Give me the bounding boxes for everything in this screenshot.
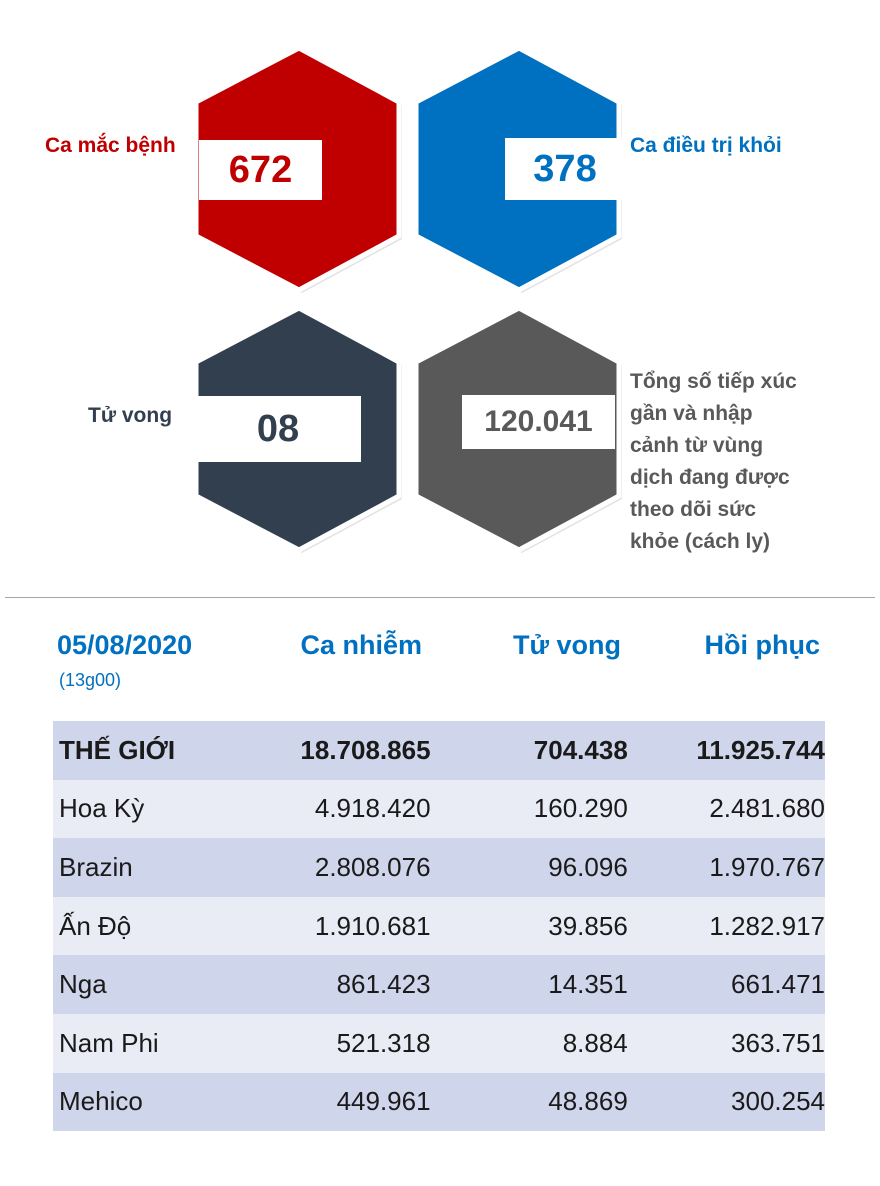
monitored-label-line: khỏe (cách ly)	[630, 530, 771, 553]
table-row: Mehico 449.961 48.869 300.254	[53, 1072, 826, 1132]
recovered-hexagon: 378	[406, 40, 636, 300]
row-recovered: 2.481.680	[709, 793, 826, 824]
recovered-label: Ca điều trị khỏi	[630, 134, 782, 157]
section-divider	[5, 597, 875, 598]
covid-stats-table: THẾ GIỚI 18.708.865 704.438 11.925.744 H…	[53, 721, 826, 1132]
table-row: Nga 861.423 14.351 661.471	[53, 955, 825, 1014]
row-deaths: 48.869	[548, 1086, 628, 1117]
deaths-value: 08	[256, 407, 300, 450]
row-recovered: 1.970.767	[709, 851, 826, 882]
deaths-hexagon: 08	[186, 300, 416, 560]
monitored-label-line: cảnh từ vùng	[630, 434, 764, 457]
monitored-label-line: dịch đang được	[630, 466, 790, 489]
row-deaths: 39.856	[548, 910, 628, 941]
table-row: Ấn Độ 1.910.681 39.856 1.282.917	[53, 896, 826, 956]
row-cases: 521.318	[336, 1027, 431, 1058]
table-row: Nam Phi 521.318 8.884 363.751	[53, 1013, 826, 1073]
header-deaths: Tử vong	[512, 630, 621, 660]
row-country: Nga	[59, 969, 107, 1000]
cases-value-box: 672	[199, 140, 322, 200]
row-recovered: 11.925.744	[696, 734, 826, 765]
monitored-label-line: gần và nhập	[630, 402, 753, 425]
recovered-value-box: 378	[505, 138, 625, 200]
table-time: (13g00)	[59, 670, 122, 690]
header-cases: Ca nhiễm	[300, 630, 422, 660]
row-cases: 2.808.076	[314, 851, 431, 882]
monitored-label-line: theo dõi sức	[630, 498, 757, 521]
cases-value: 672	[228, 148, 293, 191]
monitored-label-line: Tổng số tiếp xúc	[630, 370, 797, 393]
row-country: Ấn Độ	[59, 910, 132, 941]
row-country: THẾ GIỚI	[59, 734, 176, 765]
deaths-value-box: 08	[195, 396, 361, 462]
row-cases: 4.918.420	[314, 793, 431, 824]
deaths-label: Tử vong	[88, 404, 173, 427]
row-cases: 449.961	[336, 1086, 431, 1117]
row-country: Mehico	[59, 1086, 143, 1117]
row-deaths: 704.438	[533, 734, 628, 765]
row-deaths: 8.884	[562, 1027, 628, 1058]
row-cases: 1.910.681	[314, 910, 431, 941]
cases-hexagon: 672	[186, 40, 416, 300]
monitored-label: Tổng số tiếp xúc gần và nhập cảnh từ vùn…	[630, 366, 797, 558]
row-country: Nam Phi	[59, 1027, 159, 1058]
table-date: 05/08/2020	[57, 630, 193, 660]
row-cases: 861.423	[336, 969, 431, 1000]
row-country: Brazin	[59, 851, 133, 882]
row-deaths: 96.096	[548, 851, 628, 882]
row-recovered: 1.282.917	[709, 910, 826, 941]
monitored-value: 120.041	[484, 405, 593, 438]
row-deaths: 160.290	[533, 793, 628, 824]
row-recovered: 661.471	[731, 969, 826, 1000]
row-recovered: 300.254	[731, 1086, 826, 1117]
row-country: Hoa Kỳ	[59, 793, 145, 824]
table-row: Brazin 2.808.076 96.096 1.970.767	[53, 838, 825, 897]
row-deaths: 14.351	[548, 969, 628, 1000]
table-row-world: THẾ GIỚI 18.708.865 704.438 11.925.744	[53, 721, 825, 780]
recovered-value: 378	[533, 147, 597, 190]
table-row: Hoa Kỳ 4.918.420 160.290 2.481.680	[53, 779, 826, 839]
monitored-value-box: 120.041	[462, 395, 615, 449]
row-recovered: 363.751	[731, 1027, 826, 1058]
row-cases: 18.708.865	[300, 734, 431, 765]
monitored-hexagon: 120.041	[406, 300, 636, 560]
header-recovered: Hồi phục	[704, 630, 821, 660]
cases-label: Ca mắc bệnh	[45, 134, 176, 157]
